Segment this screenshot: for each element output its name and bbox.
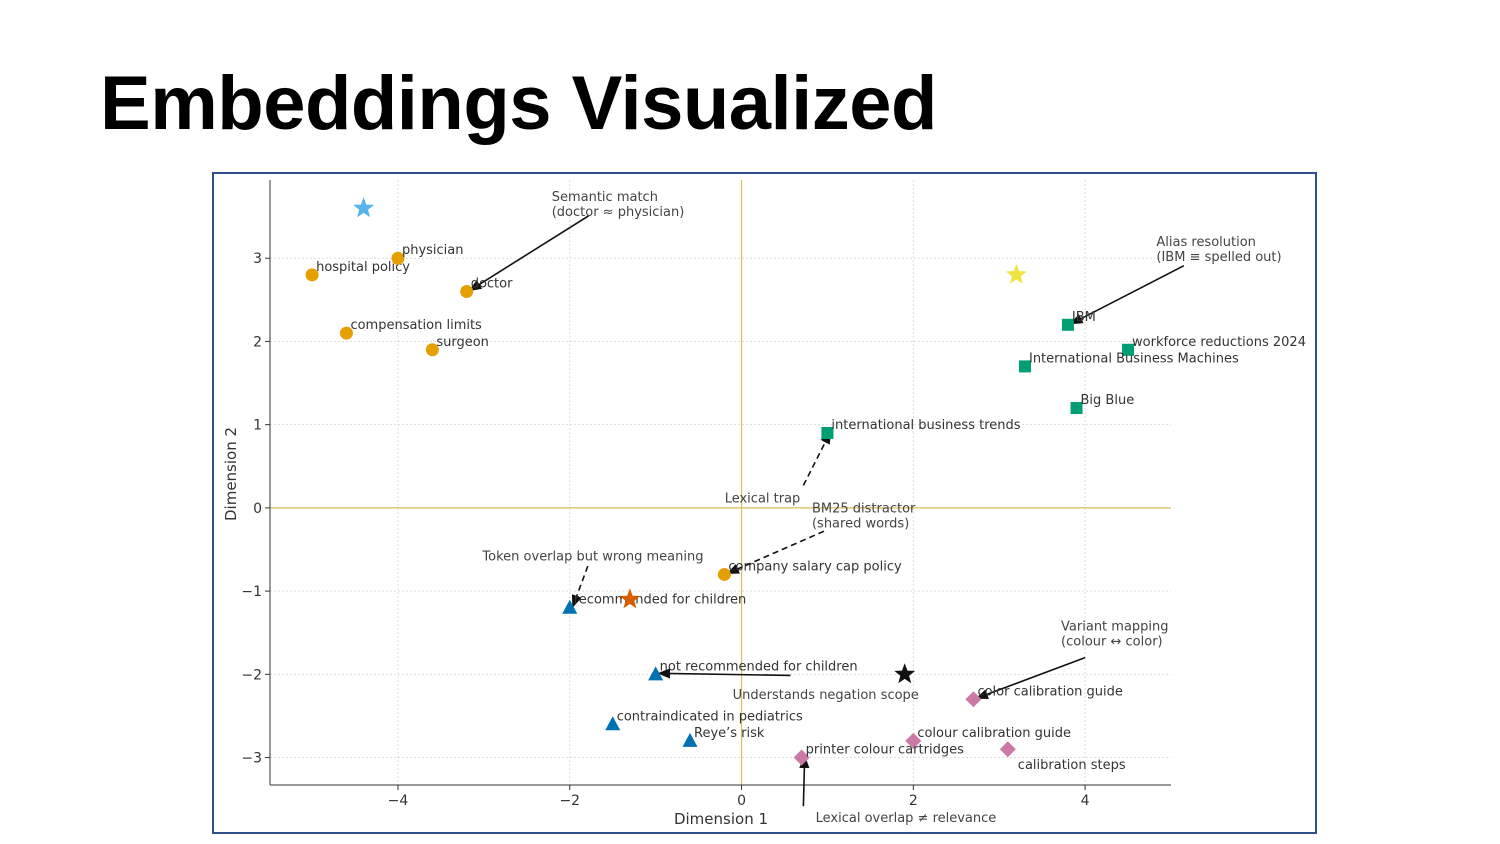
star-query-point (619, 588, 641, 609)
y-axis-label: Dimension 2 (222, 427, 240, 521)
point-label: printer colour cartridges (806, 743, 964, 758)
circle-point (391, 251, 405, 265)
slide-title: Embeddings Visualized (100, 61, 937, 146)
annotation-text: Semantic match (552, 190, 658, 205)
annotation: Lexical trap (725, 430, 832, 506)
annotation-arrow (802, 430, 832, 486)
point-label: Big Blue (1081, 393, 1135, 408)
point-label: color calibration guide (977, 684, 1122, 699)
triangle-point (562, 599, 578, 614)
point-label: not recommended for children (660, 659, 858, 674)
diamond-point (793, 749, 810, 766)
annotation-arrow (657, 668, 791, 679)
x-axis-label: Dimension 1 (674, 810, 768, 828)
annotation-text: Understands negation scope (733, 688, 919, 703)
star-query-point (1005, 263, 1027, 284)
triangle-point (682, 732, 698, 747)
annotation-text: (colour ↔ color) (1061, 635, 1163, 650)
annotation: Semantic match(doctor ≈ physician) (468, 190, 685, 292)
annotation-arrow (975, 656, 1086, 700)
point-label: workforce reductions 2024 (1132, 335, 1306, 350)
annotation-arrow (1069, 265, 1185, 325)
annotation: Token overlap but wrong meaning (481, 550, 703, 608)
scatter-chart: −4 −2 0 2 4 −3 −2 −1 0 1 2 3 Semantic match(doctor … (222, 180, 1306, 828)
y-tick-label: −2 (241, 667, 262, 683)
y-tick-label: −3 (241, 751, 262, 767)
annotation-arrow (799, 755, 810, 807)
annotation: Alias resolution(IBM ≡ spelled out) (1069, 235, 1282, 325)
circle-point (425, 343, 439, 357)
annotation: Variant mapping(colour ↔ color) (975, 620, 1169, 700)
point-label: International Business Machines (1029, 351, 1239, 366)
point-label: international business trends (831, 418, 1020, 433)
annotation: Lexical overlap ≠ relevance (799, 755, 997, 826)
annotation-text: (shared words) (812, 516, 909, 531)
annotation-text: Lexical trap (725, 491, 801, 506)
annotation-arrow (726, 530, 825, 575)
data-points: hospital policy physician doctor compensati… (305, 197, 1306, 773)
x-tick-label: −4 (388, 793, 409, 809)
annotation-text: Alias resolution (1156, 235, 1256, 250)
circle-point (339, 326, 353, 340)
circle-point (460, 285, 474, 299)
point-label: compensation limits (350, 318, 482, 333)
annotations: Semantic match(doctor ≈ physician) Alias … (468, 190, 1282, 826)
annotation: Understands negation scope (657, 668, 919, 703)
square-point (1122, 343, 1135, 356)
x-tick-label: −2 (559, 793, 580, 809)
diamond-point (965, 691, 982, 708)
point-label: physician (402, 243, 464, 258)
diamond-point (905, 732, 922, 749)
annotation-text: BM25 distractor (812, 501, 916, 516)
circle-point (717, 567, 731, 581)
point-label: IBM (1072, 310, 1096, 325)
star-query-point (353, 197, 375, 218)
star-query-point (894, 663, 916, 684)
y-tick-label: 2 (253, 334, 262, 350)
x-tick-label: 2 (909, 793, 918, 809)
square-point (1070, 402, 1083, 415)
y-tick-label: 3 (253, 251, 262, 267)
x-tick-label: 0 (737, 793, 746, 809)
square-point (1061, 318, 1074, 331)
point-label: surgeon (436, 335, 489, 350)
x-tick-label: 4 (1081, 793, 1090, 809)
point-label: company salary cap policy (728, 559, 902, 574)
point-label: hospital policy (316, 260, 410, 275)
square-point (1018, 360, 1031, 373)
y-tick-label: 1 (253, 418, 262, 434)
y-tick-label: −1 (241, 584, 262, 600)
point-label: Reye’s risk (694, 726, 765, 741)
annotation: BM25 distractor(shared words) (726, 501, 916, 575)
axes: −4 −2 0 2 4 −3 −2 −1 0 1 2 3 (241, 180, 1171, 809)
annotation-text: Token overlap but wrong meaning (481, 550, 703, 565)
diamond-point (999, 741, 1016, 758)
point-label: doctor (471, 277, 513, 292)
annotation-text: (IBM ≡ spelled out) (1156, 250, 1281, 265)
annotation-text: Lexical overlap ≠ relevance (816, 811, 997, 826)
annotation-arrow (468, 215, 590, 292)
point-label: recommended for children (574, 593, 747, 608)
point-label: contraindicated in pediatrics (617, 709, 803, 724)
annotation-text: (doctor ≈ physician) (552, 205, 685, 220)
circle-point (305, 268, 319, 282)
triangle-point (648, 666, 664, 681)
annotation-arrow (571, 565, 589, 608)
point-label: colour calibration guide (917, 726, 1071, 741)
chart-frame: −4 −2 0 2 4 −3 −2 −1 0 1 2 3 Semantic match (doctor … (212, 172, 1317, 834)
point-label: calibration steps (1018, 758, 1126, 773)
square-point (821, 426, 834, 439)
y-tick-label: 0 (253, 501, 262, 517)
triangle-point (605, 716, 621, 731)
annotation-text: Variant mapping (1061, 620, 1168, 635)
